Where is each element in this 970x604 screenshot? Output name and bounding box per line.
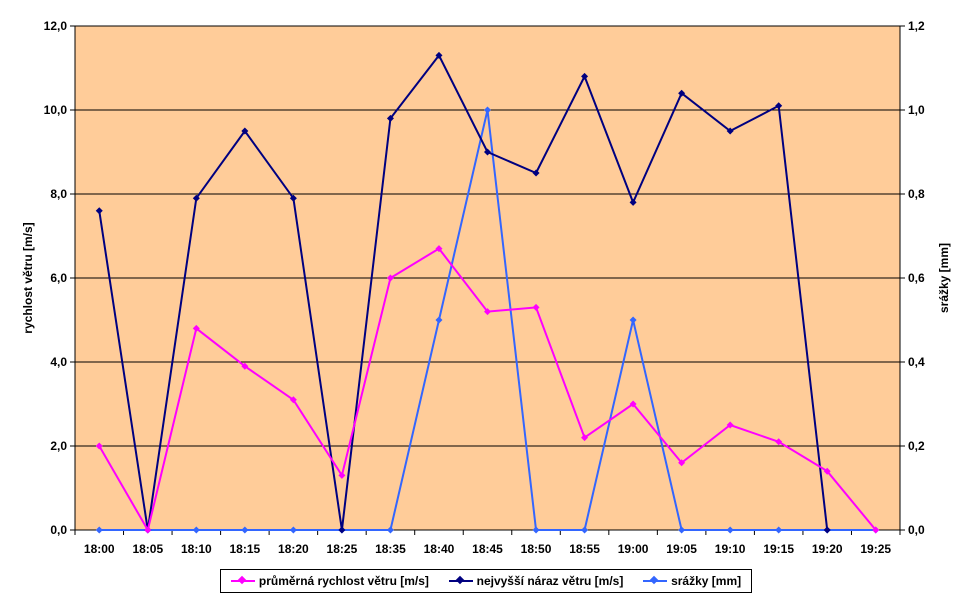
x-tick-label: 19:15 — [763, 542, 794, 556]
data-point-0 — [435, 245, 443, 253]
data-point-2 — [484, 106, 491, 114]
data-point-2 — [435, 316, 443, 324]
data-point-1 — [192, 194, 200, 202]
data-point-0 — [629, 400, 637, 408]
data-point-0 — [726, 421, 734, 429]
data-point-1 — [241, 127, 249, 135]
data-point-0 — [386, 274, 394, 282]
data-point-1 — [629, 198, 637, 206]
data-point-0 — [532, 303, 540, 311]
data-point-0 — [241, 362, 249, 370]
y-tick-label-left: 8,0 — [50, 187, 67, 201]
y-axis-title-left: rychlost větru [m/s] — [21, 222, 35, 333]
data-point-2 — [678, 526, 686, 534]
y-tick-label-left: 10,0 — [44, 103, 68, 117]
y-tick-label-right: 0,4 — [908, 355, 925, 369]
legend-item-avg-speed: průměrná rychlost větru [m/s] — [230, 574, 429, 588]
legend-item-precipitation: srážky [mm] — [643, 574, 741, 588]
data-point-2 — [726, 526, 734, 534]
data-point-1 — [386, 114, 394, 122]
y-tick-label-right: 1,0 — [908, 103, 925, 117]
x-tick-label: 18:15 — [230, 542, 261, 556]
y-axis-title-right: srážky [mm] — [937, 243, 951, 313]
data-point-2 — [775, 526, 783, 534]
x-tick-label: 18:10 — [181, 542, 212, 556]
y-tick-label-right: 0,2 — [908, 439, 925, 453]
data-point-1 — [338, 526, 346, 534]
legend-label-precipitation: srážky [mm] — [671, 574, 742, 588]
x-tick-label: 18:25 — [327, 542, 358, 556]
data-point-2 — [289, 526, 297, 534]
data-point-2 — [581, 526, 589, 534]
y-tick-label-left: 6,0 — [50, 271, 67, 285]
x-tick-label: 18:00 — [84, 542, 115, 556]
y-tick-label-right: 1,2 — [908, 19, 925, 33]
x-tick-label: 19:05 — [666, 542, 697, 556]
x-tick-label: 18:40 — [424, 542, 455, 556]
data-point-0 — [581, 434, 589, 442]
data-point-1 — [678, 89, 686, 97]
data-point-0 — [144, 526, 152, 534]
y-tick-label-right: 0,8 — [908, 187, 925, 201]
legend-swatch-avg-speed — [230, 576, 255, 586]
data-point-2 — [241, 526, 249, 534]
legend-swatch-max-gust — [448, 576, 473, 586]
data-point-1 — [532, 169, 540, 177]
data-point-2 — [629, 316, 637, 324]
data-point-0 — [289, 396, 297, 404]
x-tick-label: 19:25 — [860, 542, 891, 556]
data-point-1 — [581, 72, 589, 80]
series-line-1 — [98, 53, 829, 531]
data-point-1 — [726, 127, 734, 135]
data-point-1 — [289, 194, 297, 202]
data-point-1 — [775, 102, 783, 110]
data-point-1 — [823, 526, 831, 534]
data-point-0 — [775, 438, 783, 446]
legend-swatch-precipitation — [643, 576, 668, 586]
x-tick-label: 18:55 — [569, 542, 600, 556]
data-point-0 — [95, 442, 103, 450]
y-tick-label-right: 0,0 — [908, 523, 925, 537]
x-tick-label: 18:35 — [375, 542, 406, 556]
data-point-2 — [192, 526, 200, 534]
data-point-1 — [484, 148, 491, 156]
y-tick-label-left: 0,0 — [50, 523, 67, 537]
data-point-0 — [823, 467, 831, 475]
legend-label-max-gust: nejvyšší náraz větru [m/s] — [476, 574, 624, 588]
data-point-0 — [484, 308, 491, 316]
data-point-2 — [532, 526, 540, 534]
y-tick-label-left: 2,0 — [50, 439, 67, 453]
legend-item-max-gust: nejvyšší náraz větru [m/s] — [448, 574, 624, 588]
data-point-0 — [678, 459, 686, 467]
x-tick-label: 19:20 — [812, 542, 843, 556]
y-tick-label-right: 0,6 — [908, 271, 925, 285]
data-point-1 — [435, 51, 443, 59]
data-point-0 — [872, 526, 880, 534]
x-tick-label: 18:50 — [521, 542, 552, 556]
data-point-2 — [386, 526, 394, 534]
data-point-0 — [192, 324, 200, 332]
x-tick-label: 18:05 — [132, 542, 163, 556]
legend: průměrná rychlost větru [m/s] nejvyšší n… — [220, 569, 752, 593]
data-point-1 — [95, 207, 103, 215]
line-chart: 0,0 2,0 4,0 6,0 8,0 10,0 12,0 0,0 0,2 0,4 0,6 0,8 1,… — [21, 19, 951, 556]
x-tick-label: 19:00 — [618, 542, 649, 556]
legend-label-avg-speed: průměrná rychlost větru [m/s] — [258, 574, 429, 588]
data-point-2 — [95, 526, 103, 534]
x-tick-label: 18:20 — [278, 542, 309, 556]
y-tick-label-left: 4,0 — [50, 355, 67, 369]
y-tick-label-left: 12,0 — [44, 19, 68, 33]
data-point-0 — [338, 471, 346, 479]
x-tick-label: 19:10 — [715, 542, 746, 556]
x-tick-label: 18:45 — [472, 542, 503, 556]
